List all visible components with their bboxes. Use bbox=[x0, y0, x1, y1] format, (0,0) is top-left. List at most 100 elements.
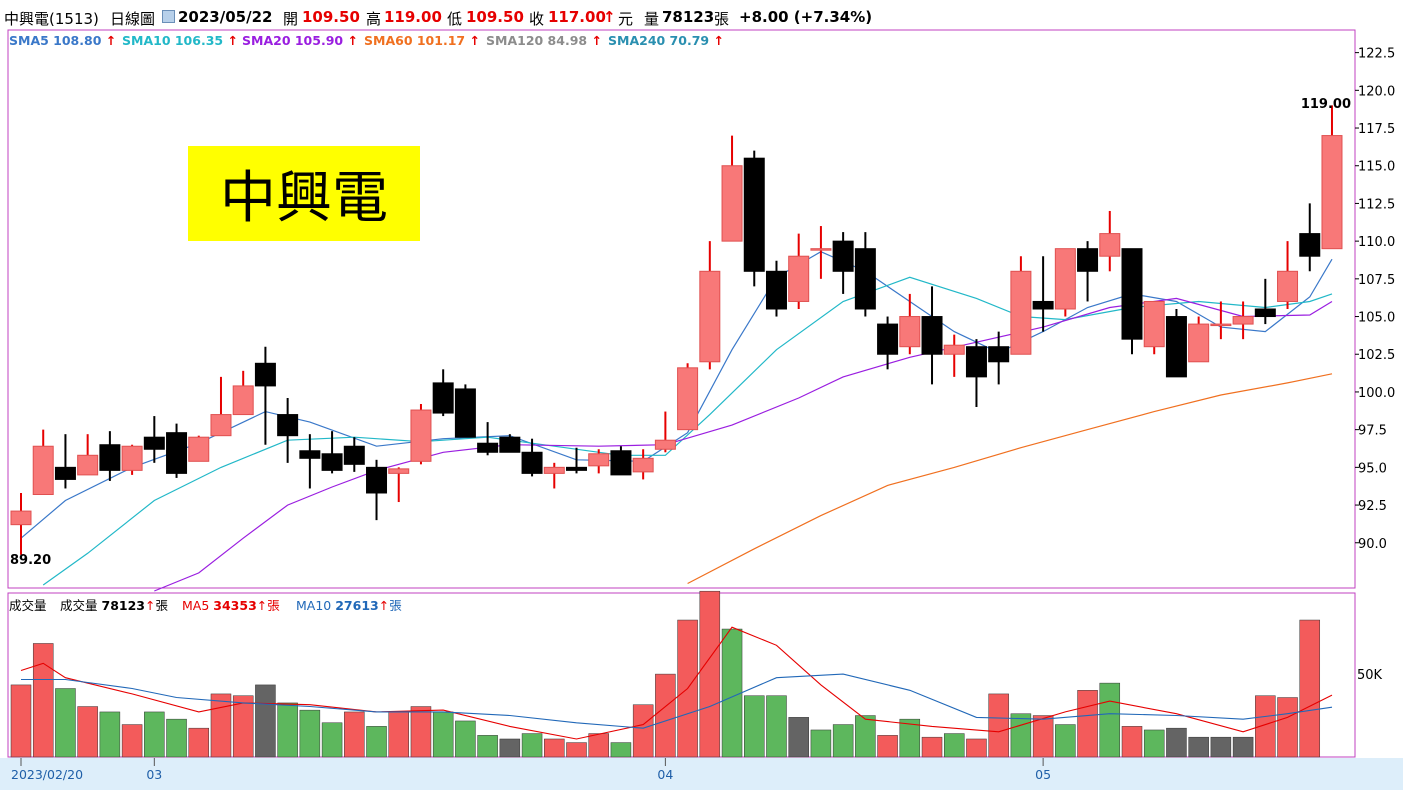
volume-bar bbox=[588, 733, 609, 758]
candle-body bbox=[743, 157, 765, 272]
price-tick-label: 105.0 bbox=[1358, 311, 1395, 326]
volume-bar bbox=[921, 736, 943, 758]
volume-bar bbox=[877, 735, 898, 758]
candle-body bbox=[1032, 300, 1054, 310]
candle-body bbox=[965, 346, 987, 378]
candle-body bbox=[1010, 270, 1032, 355]
candle-body bbox=[143, 436, 165, 450]
date-tick-label: 05 bbox=[1035, 767, 1051, 782]
volume-bar bbox=[121, 724, 143, 758]
volume-bar bbox=[632, 704, 654, 758]
volume-bar bbox=[744, 695, 765, 758]
volume-bar bbox=[210, 693, 232, 758]
volume-bar bbox=[1143, 729, 1165, 758]
candle-body bbox=[1254, 308, 1276, 318]
volume-bar bbox=[899, 718, 921, 758]
price-tick-label: 100.0 bbox=[1358, 386, 1395, 401]
volume-ma10-line bbox=[21, 673, 1333, 729]
high-annotation: 119.00 bbox=[1301, 97, 1351, 112]
candle-body bbox=[566, 466, 587, 471]
candle-body bbox=[521, 451, 543, 474]
volume-bar bbox=[988, 693, 1009, 758]
volume-bar bbox=[1077, 690, 1098, 758]
volume-legend-ma10: MA10 27613↑張 bbox=[296, 598, 402, 613]
candle-body bbox=[1210, 323, 1232, 327]
title-box: 中興電 bbox=[188, 146, 420, 241]
candle-body bbox=[899, 316, 921, 348]
price-pane-border bbox=[7, 29, 1356, 589]
volume-bar bbox=[255, 684, 276, 758]
candle-body bbox=[299, 450, 321, 459]
period-label[interactable]: 日線圖 bbox=[110, 10, 156, 28]
volume-bar bbox=[699, 590, 721, 758]
volume-bar bbox=[832, 724, 854, 758]
candle-body bbox=[343, 445, 365, 465]
volume-bar bbox=[410, 706, 432, 758]
candle-body bbox=[232, 385, 254, 416]
close-value: 117.00 bbox=[548, 8, 606, 26]
candle-body bbox=[854, 248, 876, 310]
volume-bar bbox=[1032, 715, 1054, 758]
volume-bar bbox=[521, 733, 543, 758]
volume-bar bbox=[277, 702, 298, 758]
low-annotation: 89.20 bbox=[10, 553, 51, 568]
high-label: 高 bbox=[366, 10, 382, 28]
price-tick-label: 115.0 bbox=[1358, 160, 1395, 175]
candle-body bbox=[543, 466, 565, 474]
volume-bar bbox=[10, 684, 32, 758]
candle-body bbox=[432, 382, 454, 414]
volume-bar bbox=[166, 718, 187, 758]
candle-body bbox=[54, 466, 76, 480]
volume-bar bbox=[1232, 736, 1254, 758]
candle-body bbox=[832, 240, 854, 272]
sma120-legend: SMA120 84.98 ↑ bbox=[486, 33, 602, 48]
header-bar: 中興電(1513) 日線圖 2023/05/22 開 109.50 高 119.… bbox=[0, 0, 1403, 30]
candle-body bbox=[1054, 248, 1076, 310]
price-tick-label: 90.0 bbox=[1358, 537, 1387, 552]
candle-body bbox=[121, 445, 143, 471]
candle-body bbox=[1299, 233, 1321, 257]
sma60-line bbox=[687, 373, 1333, 585]
candle-body bbox=[1121, 248, 1143, 340]
price-tick-label: 92.5 bbox=[1358, 499, 1387, 514]
price-tick-label: 120.0 bbox=[1358, 84, 1395, 99]
candle-body bbox=[321, 453, 343, 471]
candle-body bbox=[677, 367, 699, 431]
close-arrow-icon: ↑ bbox=[603, 8, 616, 26]
price-tick-label: 107.5 bbox=[1358, 273, 1395, 288]
candle-body bbox=[788, 255, 810, 302]
close-label: 收 bbox=[529, 10, 545, 28]
volume-bar bbox=[299, 709, 321, 758]
volume-bar bbox=[788, 717, 809, 758]
volume-bar bbox=[610, 742, 632, 758]
price-tick-label: 95.0 bbox=[1358, 461, 1387, 476]
open-label: 開 bbox=[283, 10, 299, 28]
volume-bar bbox=[388, 711, 409, 758]
candle-body bbox=[1277, 270, 1299, 302]
candle-body bbox=[366, 466, 388, 494]
volume-bar bbox=[1055, 724, 1076, 758]
volume-bar bbox=[455, 720, 476, 758]
volume-pane-title: 成交量 bbox=[9, 598, 47, 613]
volume-bar bbox=[1099, 682, 1121, 758]
candle-body bbox=[188, 436, 210, 462]
candle-body bbox=[99, 444, 121, 471]
date-tick-label: 03 bbox=[146, 767, 162, 782]
volume-bar bbox=[232, 695, 254, 758]
volume-bar bbox=[77, 706, 98, 758]
candle-body bbox=[210, 414, 232, 437]
sma10-legend: SMA10 106.35 ↑ bbox=[122, 33, 238, 48]
volume-bar bbox=[432, 711, 454, 758]
volume-bar bbox=[1166, 727, 1187, 758]
volume-bar bbox=[1121, 726, 1143, 758]
candle-body bbox=[632, 457, 654, 473]
period-dropdown-icon[interactable] bbox=[162, 8, 175, 26]
volume-bar bbox=[321, 722, 343, 758]
volume-bar bbox=[1255, 695, 1276, 758]
candle-body bbox=[388, 468, 410, 474]
volume-ma5-line bbox=[20, 626, 1333, 740]
price-tick-label: 117.5 bbox=[1358, 122, 1395, 137]
change-value: +8.00 (+7.34%) bbox=[739, 8, 873, 26]
candle-body bbox=[765, 270, 787, 310]
